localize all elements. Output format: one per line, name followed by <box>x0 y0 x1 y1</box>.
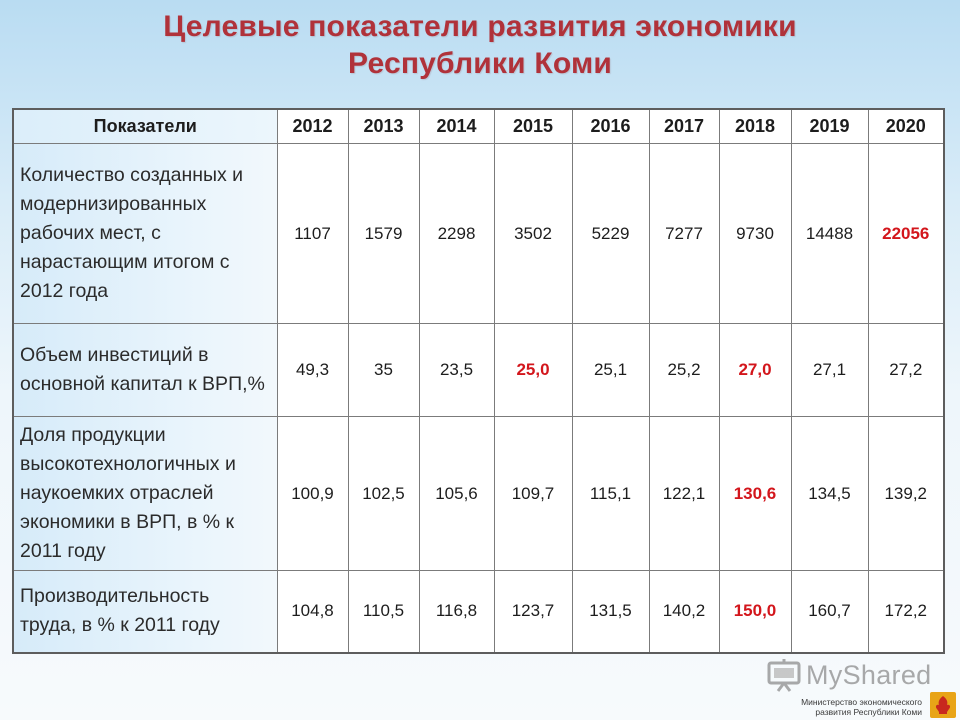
watermark-text: MyShared <box>806 659 932 690</box>
table-cell: 131,5 <box>571 570 650 653</box>
table-cell: 35 <box>347 323 420 417</box>
table-cell: 130,6 <box>718 416 792 571</box>
header-indicators: Показатели <box>12 108 278 144</box>
table-cell: 23,5 <box>418 323 495 417</box>
row-label: Доля продукции высокотехнологичных и нау… <box>12 416 278 571</box>
header-year: 2015 <box>493 108 573 144</box>
header-year: 2014 <box>418 108 495 144</box>
table-cell: 7277 <box>648 143 720 324</box>
ministry-line-1: Министерство экономического <box>801 697 922 707</box>
table-row: Доля продукции высокотехнологичных и нау… <box>12 416 945 571</box>
table-cell: 9730 <box>718 143 792 324</box>
table-cell: 102,5 <box>347 416 420 571</box>
row-label: Объем инвестиций в основной капитал к ВР… <box>12 323 278 417</box>
table-cell: 116,8 <box>418 570 495 653</box>
table-cell: 105,6 <box>418 416 495 571</box>
presentation-board-icon <box>767 659 801 692</box>
table-cell: 25,1 <box>571 323 650 417</box>
table-cell: 3502 <box>493 143 573 324</box>
table-row: Производительность труда, в % к 2011 год… <box>12 570 945 653</box>
table-cell: 14488 <box>790 143 869 324</box>
table-cell: 27,1 <box>790 323 869 417</box>
table-cell: 27,2 <box>867 323 945 417</box>
myshared-watermark: MyShared <box>766 655 931 695</box>
table-header-row: Показатели 2012 2013 2014 2015 2016 2017… <box>12 108 945 144</box>
table-cell: 22056 <box>867 143 945 324</box>
page-title: Целевые показатели развития экономики Ре… <box>0 8 960 82</box>
header-year: 2019 <box>790 108 869 144</box>
header-year: 2020 <box>867 108 945 144</box>
table-cell: 1579 <box>347 143 420 324</box>
title-line-1: Целевые показатели развития экономики <box>163 10 797 43</box>
table-cell: 110,5 <box>347 570 420 653</box>
komi-emblem-icon <box>930 692 956 718</box>
table-cell: 160,7 <box>790 570 869 653</box>
table-cell: 109,7 <box>493 416 573 571</box>
table-cell: 140,2 <box>648 570 720 653</box>
table-row: Количество созданных и модернизированных… <box>12 143 945 324</box>
table-cell: 25,0 <box>493 323 573 417</box>
table-row: Объем инвестиций в основной капитал к ВР… <box>12 323 945 417</box>
table-cell: 5229 <box>571 143 650 324</box>
ministry-caption: Министерство экономического развития Рес… <box>801 697 922 717</box>
header-year: 2018 <box>718 108 792 144</box>
table-cell: 134,5 <box>790 416 869 571</box>
table-cell: 122,1 <box>648 416 720 571</box>
row-label: Производительность труда, в % к 2011 год… <box>12 570 278 653</box>
header-year: 2013 <box>347 108 420 144</box>
header-year: 2017 <box>648 108 720 144</box>
header-year: 2012 <box>276 108 349 144</box>
title-line-2: Республики Коми <box>348 47 612 80</box>
ministry-line-2: развития Республики Коми <box>815 707 922 717</box>
indicators-table: Показатели 2012 2013 2014 2015 2016 2017… <box>12 108 945 654</box>
table-cell: 100,9 <box>276 416 349 571</box>
table-cell: 123,7 <box>493 570 573 653</box>
table-cell: 150,0 <box>718 570 792 653</box>
table-cell: 104,8 <box>276 570 349 653</box>
row-label: Количество созданных и модернизированных… <box>12 143 278 324</box>
table-cell: 115,1 <box>571 416 650 571</box>
table-cell: 25,2 <box>648 323 720 417</box>
table-cell: 172,2 <box>867 570 945 653</box>
table-cell: 49,3 <box>276 323 349 417</box>
table-cell: 27,0 <box>718 323 792 417</box>
header-year: 2016 <box>571 108 650 144</box>
table-cell: 1107 <box>276 143 349 324</box>
table-cell: 2298 <box>418 143 495 324</box>
table-cell: 139,2 <box>867 416 945 571</box>
